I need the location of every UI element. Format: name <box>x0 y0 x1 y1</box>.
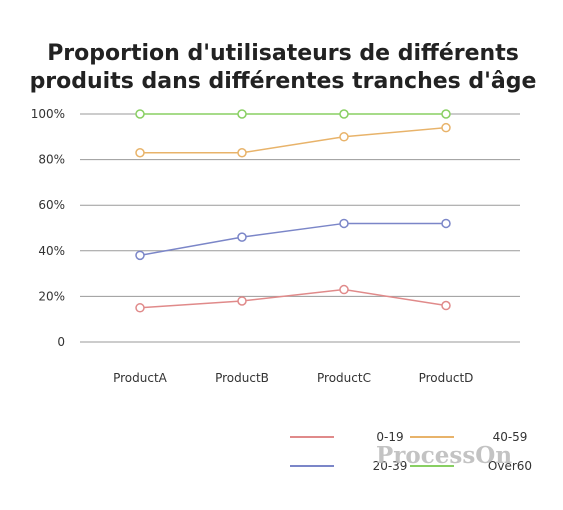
data-point <box>135 303 145 313</box>
data-point <box>339 284 349 295</box>
data-point <box>339 132 349 142</box>
y-tick-label: 0 <box>57 335 65 349</box>
series-0-19 <box>135 284 451 313</box>
legend: 0-19 20-39 40-59 Over60 <box>290 430 532 473</box>
watermark: ProcessOn <box>376 442 512 469</box>
x-axis-ticks: ProductA ProductB ProductC ProductD <box>113 371 473 385</box>
data-point <box>237 232 247 242</box>
y-axis-ticks: 0 20% 40% 60% 80% 100% <box>31 107 65 349</box>
data-point <box>441 300 451 311</box>
series-40-59 <box>135 122 451 158</box>
legend-label: 0-19 <box>376 430 403 444</box>
data-point <box>441 218 451 229</box>
series-line <box>140 126 447 154</box>
series-layer <box>135 109 451 313</box>
y-tick-label: 80% <box>38 153 65 167</box>
data-point <box>237 109 247 119</box>
legend-label: 40-59 <box>493 430 528 444</box>
data-point <box>441 122 451 133</box>
data-point <box>237 296 247 306</box>
y-tick-label: 100% <box>31 107 65 121</box>
x-tick-label: ProductB <box>215 371 269 385</box>
chart-title-line-2: produits dans différentes tranches d'âge <box>30 69 537 94</box>
x-tick-label: ProductC <box>317 371 371 385</box>
legend-item-40-59: 40-59 <box>410 430 527 444</box>
y-tick-label: 60% <box>38 198 65 212</box>
series-Over60 <box>135 109 451 119</box>
series-line <box>139 288 447 309</box>
data-point <box>339 218 349 229</box>
data-point <box>135 109 145 119</box>
chart-title-line-1: Proportion d'utilisateurs de différents <box>47 41 519 66</box>
y-tick-label: 40% <box>38 244 65 258</box>
series-line <box>139 222 446 257</box>
series-20-39 <box>135 218 451 261</box>
data-point <box>237 148 247 158</box>
data-point <box>135 250 145 261</box>
legend-label: Over60 <box>488 459 532 473</box>
data-point <box>441 109 451 119</box>
y-tick-label: 20% <box>38 289 65 303</box>
legend-item-Over60: Over60 <box>410 459 532 473</box>
x-tick-label: ProductD <box>419 371 474 385</box>
data-point <box>339 109 349 119</box>
legend-label: 20-39 <box>373 459 408 473</box>
data-point <box>135 148 145 158</box>
legend-item-20-39: 20-39 <box>290 459 407 473</box>
x-tick-label: ProductA <box>113 371 168 385</box>
legend-item-0-19: 0-19 <box>290 430 404 444</box>
